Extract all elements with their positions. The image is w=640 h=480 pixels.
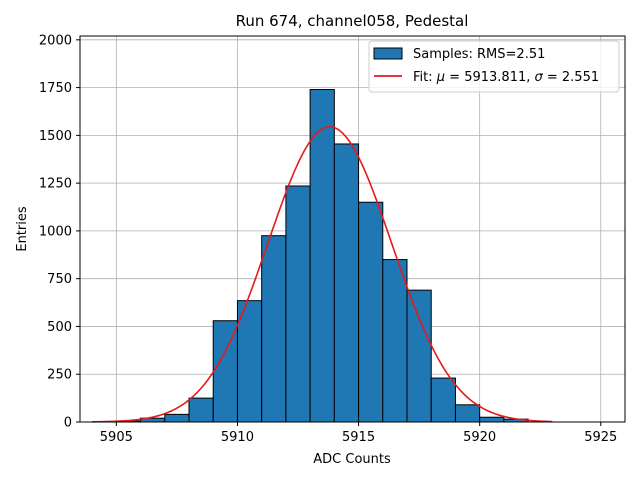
- histogram-bar: [430, 377, 456, 423]
- histogram-bar: [358, 201, 384, 423]
- x-tick-label: 5925: [584, 430, 617, 445]
- legend-box: [368, 40, 620, 93]
- y-tick-label: 1500: [39, 129, 72, 144]
- y-tick-label: 750: [47, 272, 72, 287]
- y-tick-label: 1000: [39, 224, 72, 239]
- legend-label-samples: Samples: RMS=2.51: [413, 47, 545, 62]
- histogram-bars: [115, 89, 529, 423]
- x-axis-label: ADC Counts: [313, 452, 391, 467]
- y-axis-label: Entries: [15, 206, 30, 252]
- legend-fit-sigma: σ: [535, 70, 544, 85]
- histogram-bar: [406, 289, 432, 423]
- legend-fit-mid: = 5913.811,: [445, 70, 534, 85]
- y-tick-label: 2000: [39, 33, 72, 48]
- histogram-bar: [212, 320, 238, 423]
- legend: Samples: RMS=2.51 Fit: μ = 5913.811, σ =…: [368, 40, 620, 93]
- histogram-bar: [382, 259, 408, 423]
- histogram-bar: [479, 416, 505, 423]
- y-tick-label: 1250: [39, 177, 72, 192]
- plot-frame: [79, 35, 626, 423]
- histogram-bar: [333, 143, 360, 423]
- x-axis-ticks: 5905 5910 5915 5920 5925: [100, 422, 617, 445]
- legend-fit-suffix: = 2.551: [543, 70, 599, 85]
- y-tick-label: 1750: [39, 81, 72, 96]
- histogram-bar: [454, 404, 481, 423]
- y-axis-ticks: 0 250 500 750 1000 1250 1500 1750 2000: [39, 33, 80, 431]
- x-tick-label: 5915: [342, 430, 375, 445]
- histogram-bar: [309, 89, 335, 423]
- histogram-bar: [236, 300, 263, 423]
- x-tick-label: 5910: [221, 430, 254, 445]
- x-tick-label: 5905: [100, 430, 133, 445]
- histogram-bar: [285, 185, 311, 423]
- legend-fit-mu: μ: [436, 70, 445, 85]
- legend-swatch-samples: [373, 47, 403, 60]
- histogram-bar: [164, 413, 190, 423]
- legend-label-fit: Fit: μ = 5913.811, σ = 2.551: [413, 70, 599, 85]
- chart-title: Run 674, channel058, Pedestal: [236, 12, 469, 30]
- fit-curve: [92, 125, 553, 423]
- histogram-bar: [188, 397, 214, 423]
- histogram-bar: [261, 235, 287, 423]
- y-tick-label: 0: [64, 416, 72, 431]
- y-tick-label: 500: [47, 320, 72, 335]
- x-tick-label: 5920: [463, 430, 496, 445]
- y-tick-label: 250: [47, 368, 72, 383]
- legend-fit-prefix: Fit:: [413, 70, 437, 85]
